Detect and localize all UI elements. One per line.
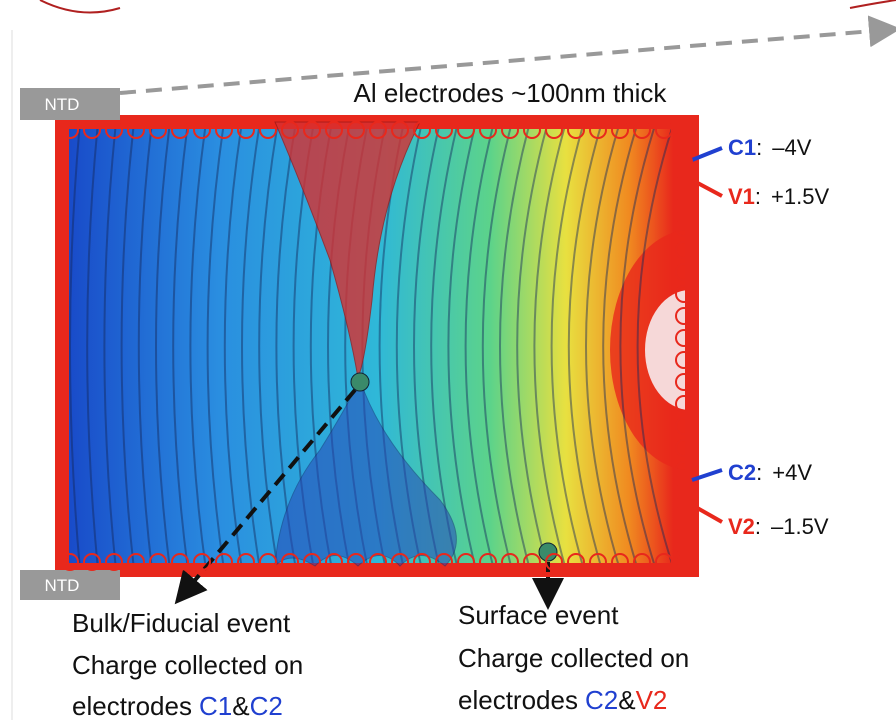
prefix: electrodes xyxy=(72,691,192,720)
event-title: Surface event xyxy=(458,600,619,630)
electrode-ref: V2 xyxy=(636,685,668,715)
event-site xyxy=(351,373,369,391)
electrode-ref: C2 xyxy=(585,685,618,715)
slide: NTD NTD Al electrodes ~100nm thick C1: –4… xyxy=(0,0,896,720)
electrode-ref: C1 xyxy=(199,691,232,720)
electrode-voltage: +1.5V xyxy=(771,184,829,209)
joiner: & xyxy=(618,685,635,715)
ntd-label: NTD xyxy=(45,95,80,114)
prefix: electrodes xyxy=(458,685,578,715)
electrode-label: C1: –4V xyxy=(728,135,812,160)
event-text: Charge collected on xyxy=(458,643,689,673)
electrode-voltage: –4V xyxy=(772,135,811,160)
decor xyxy=(850,0,896,8)
separator: : xyxy=(755,514,761,539)
electrode-name: C2 xyxy=(728,460,756,485)
electrode-voltage: +4V xyxy=(772,460,812,485)
electrode-voltage: –1.5V xyxy=(771,514,829,539)
electrode-ref: C2 xyxy=(250,691,283,720)
joiner: & xyxy=(232,691,249,720)
event-title: Bulk/Fiducial event xyxy=(72,608,291,638)
separator: : xyxy=(756,460,762,485)
electrode-label: V2: –1.5V xyxy=(728,514,829,539)
event-electrodes: electrodesC1&C2 xyxy=(72,691,283,720)
electrode-name: V2 xyxy=(728,514,755,539)
ntd-label: NTD xyxy=(45,576,80,595)
title: Al electrodes ~100nm thick xyxy=(354,78,668,108)
decor xyxy=(40,0,120,13)
event-text: Charge collected on xyxy=(72,650,303,680)
electrode-label: V1: +1.5V xyxy=(728,184,829,209)
separator: : xyxy=(756,135,762,160)
electrode-name: C1 xyxy=(728,135,756,160)
electrode-name: V1 xyxy=(728,184,755,209)
electrode-label: C2: +4V xyxy=(728,460,812,485)
separator: : xyxy=(755,184,761,209)
